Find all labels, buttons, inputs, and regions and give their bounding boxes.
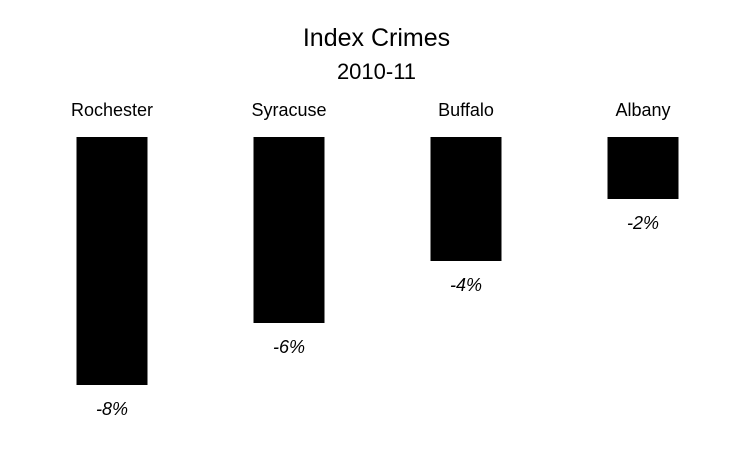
bar-rochester: [76, 137, 148, 385]
category-label-albany: Albany: [615, 100, 670, 120]
value-label-rochester: -8%: [96, 399, 128, 419]
category-label-buffalo: Buffalo: [438, 100, 494, 120]
bar-buffalo: [430, 137, 502, 261]
value-label-syracuse: -6%: [273, 337, 305, 357]
chart-subtitle: 2010-11: [336, 59, 417, 84]
bar-albany: [607, 137, 679, 199]
value-label-albany: -2%: [627, 213, 659, 233]
category-label-rochester: Rochester: [71, 100, 153, 120]
category-label-syracuse: Syracuse: [251, 100, 326, 120]
bar-syracuse: [253, 137, 325, 323]
value-label-buffalo: -4%: [450, 275, 482, 295]
chart-title: Index Crimes: [302, 24, 451, 52]
